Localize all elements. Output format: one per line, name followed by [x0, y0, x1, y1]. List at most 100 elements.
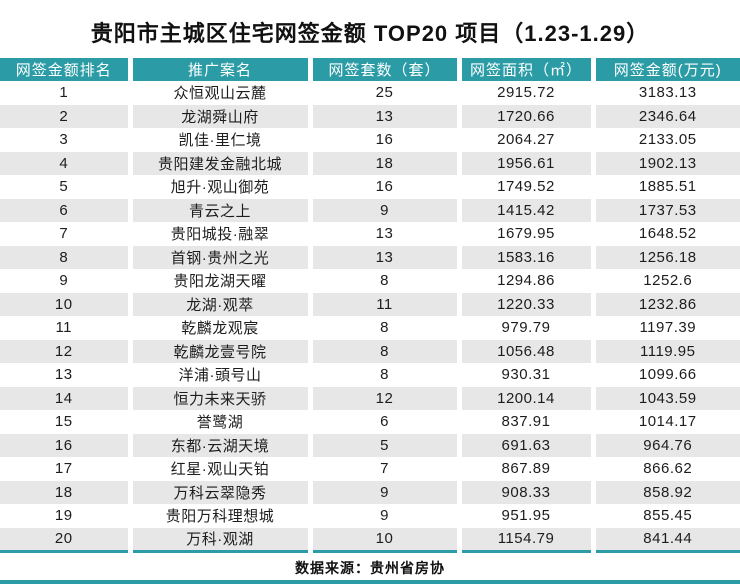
cell-area: 837.91 [456, 410, 593, 434]
cell-area: 691.63 [456, 433, 593, 457]
cell-rank: 20 [0, 527, 130, 553]
cell-rank: 2 [0, 104, 130, 128]
cell-amount: 1885.51 [590, 175, 740, 199]
cell-units: 8 [307, 339, 459, 363]
cell-units: 7 [307, 457, 459, 481]
cell-project-name: 贵阳城投·融翠 [127, 222, 310, 246]
cell-area: 979.79 [456, 316, 593, 340]
cell-amount: 866.62 [590, 457, 740, 481]
cell-project-name: 恒力未来天骄 [127, 386, 310, 410]
cell-units: 9 [307, 198, 459, 222]
cell-amount: 855.45 [590, 504, 740, 528]
cell-amount: 858.92 [590, 480, 740, 504]
cell-amount: 1119.95 [590, 339, 740, 363]
table-row: 11 乾麟龙观宸 8 979.79 1197.39 [0, 316, 740, 340]
cell-units: 9 [307, 504, 459, 528]
cell-amount: 1099.66 [590, 363, 740, 387]
cell-rank: 7 [59, 225, 69, 243]
cell-area: 1749.52 [456, 175, 593, 199]
column-header-project-name: 推广案名 [127, 58, 310, 81]
cell-rank: 3 [59, 131, 69, 149]
cell-project-name: 贵阳建发金融北城 [127, 151, 310, 175]
cell-amount: 3183.13 [590, 81, 740, 105]
table-header: 网签金额排名 推广案名 网签套数（套） 网签面积（㎡） 网签金额(万元) [0, 58, 740, 81]
cell-amount: 2346.64 [590, 104, 740, 128]
cell-project-name: 乾麟龙观宸 [127, 316, 310, 340]
table-row: 10 龙湖·观萃 11 1220.33 1232.86 [0, 292, 740, 316]
table-row: 5 旭升·观山御苑 16 1749.52 1885.51 [0, 175, 740, 199]
table-body: 1 众恒观山云麓 25 2915.72 3183.13 2 龙湖舜山府 13 1720.66 23… [0, 81, 740, 553]
table-row: 3 凯佳·里仁境 16 2064.27 2133.05 [0, 128, 740, 152]
cell-area: 951.95 [456, 504, 593, 528]
table-row: 14 恒力未来天骄 12 1200.14 1043.59 [0, 386, 740, 410]
table-row: 8 首钢·贵州之光 13 1583.16 1256.18 [0, 245, 740, 269]
cell-amount: 1232.86 [590, 292, 740, 316]
cell-units: 10 [307, 527, 459, 553]
cell-project-name: 龙湖舜山府 [127, 104, 310, 128]
cell-units: 9 [307, 480, 459, 504]
table-row: 13 洋浦·頭号山 8 930.31 1099.66 [0, 363, 740, 387]
cell-rank: 12 [0, 339, 130, 363]
cell-units: 11 [307, 292, 459, 316]
table-row: 4 贵阳建发金融北城 18 1956.61 1902.13 [0, 151, 740, 175]
cell-units: 13 [307, 222, 459, 246]
table-row: 15 誉鹭湖 6 837.91 1014.17 [0, 410, 740, 434]
cell-rank: 19 [54, 507, 73, 525]
cell-units: 16 [307, 175, 459, 199]
cell-area: 1720.66 [456, 104, 593, 128]
cell-area: 1415.42 [456, 198, 593, 222]
cell-project-name: 洋浦·頭号山 [127, 363, 310, 387]
table-row: 18 万科云翠隐秀 9 908.33 858.92 [0, 480, 740, 504]
column-header-units: 网签套数（套） [307, 58, 459, 81]
cell-project-name: 龙湖·观萃 [127, 292, 310, 316]
cell-units: 13 [307, 245, 459, 269]
cell-amount: 841.44 [590, 527, 740, 553]
cell-amount: 964.76 [590, 433, 740, 457]
cell-rank: 13 [54, 366, 73, 384]
cell-project-name: 万科云翠隐秀 [127, 480, 310, 504]
cell-area: 1056.48 [456, 339, 593, 363]
cell-amount: 1043.59 [590, 386, 740, 410]
top20-table: 网签金额排名 推广案名 网签套数（套） 网签面积（㎡） 网签金额(万元) 1 众恒… [0, 58, 740, 553]
cell-rank: 17 [54, 460, 73, 478]
cell-amount: 1737.53 [590, 198, 740, 222]
cell-amount: 1902.13 [590, 151, 740, 175]
cell-amount: 1197.39 [590, 316, 740, 340]
table-row: 9 贵阳龙湖天曜 8 1294.86 1252.6 [0, 269, 740, 293]
cell-area: 2915.72 [456, 81, 593, 105]
column-header-area: 网签面积（㎡） [456, 58, 593, 81]
cell-amount: 1252.6 [590, 269, 740, 293]
cell-area: 930.31 [456, 363, 593, 387]
cell-rank: 4 [0, 151, 130, 175]
cell-rank: 6 [0, 198, 130, 222]
cell-project-name: 誉鹭湖 [127, 410, 310, 434]
cell-project-name: 众恒观山云麓 [127, 81, 310, 105]
cell-rank: 1 [59, 84, 69, 102]
cell-units: 5 [307, 433, 459, 457]
cell-rank: 15 [54, 413, 73, 431]
cell-rank: 10 [0, 292, 130, 316]
cell-units: 6 [307, 410, 459, 434]
cell-rank: 8 [0, 245, 130, 269]
page-title: 贵阳市主城区住宅网签金额 TOP20 项目（1.23-1.29） [90, 21, 650, 46]
cell-project-name: 贵阳龙湖天曜 [127, 269, 310, 293]
table-row: 12 乾麟龙壹号院 8 1056.48 1119.95 [0, 339, 740, 363]
cell-area: 1200.14 [456, 386, 593, 410]
cell-units: 8 [307, 269, 459, 293]
cell-units: 16 [307, 128, 459, 152]
table-row: 17 红星·观山天铂 7 867.89 866.62 [0, 457, 740, 481]
table-row: 6 青云之上 9 1415.42 1737.53 [0, 198, 740, 222]
cell-area: 908.33 [456, 480, 593, 504]
column-header-amount: 网签金额(万元) [590, 58, 740, 81]
cell-units: 8 [307, 316, 459, 340]
cell-project-name: 乾麟龙壹号院 [127, 339, 310, 363]
cell-units: 13 [307, 104, 459, 128]
data-source-note: 数据来源：贵州省房协 [295, 559, 445, 576]
cell-rank: 9 [59, 272, 69, 290]
cell-area: 1679.95 [456, 222, 593, 246]
table-row: 19 贵阳万科理想城 9 951.95 855.45 [0, 504, 740, 528]
cell-rank: 14 [0, 386, 130, 410]
cell-project-name: 贵阳万科理想城 [127, 504, 310, 528]
cell-units: 8 [307, 363, 459, 387]
